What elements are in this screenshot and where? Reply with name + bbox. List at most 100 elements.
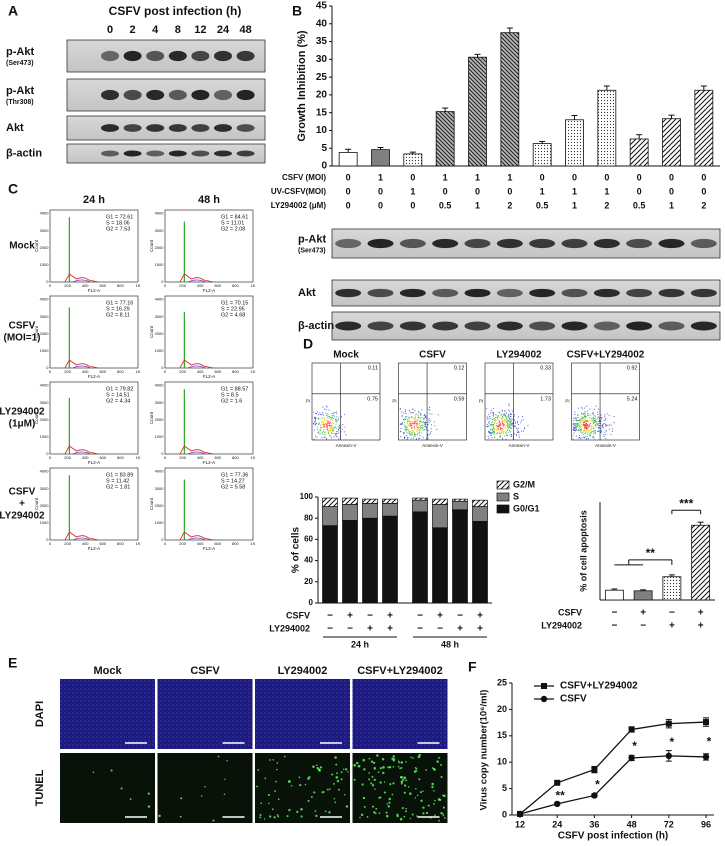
- blot-band: [658, 321, 685, 331]
- micrograph: [157, 679, 253, 749]
- scatter-dot: [578, 419, 580, 421]
- tunel-spot: [92, 771, 95, 774]
- scatter-dot: [492, 407, 494, 409]
- scatter-dot: [613, 422, 615, 424]
- histogram-y-tick: 4000: [40, 469, 50, 474]
- scatter-dot: [410, 431, 412, 433]
- tunel-spot: [372, 805, 375, 808]
- scatter-dot: [586, 437, 588, 439]
- scatter-dot: [326, 421, 328, 423]
- scatter-dot: [585, 425, 587, 427]
- scatter-dot: [517, 422, 518, 424]
- scatter-dot: [317, 418, 319, 420]
- scatter-dot: [601, 417, 603, 419]
- scatter-dot: [504, 415, 506, 417]
- scatter-dot: [409, 421, 411, 423]
- scatter-dot: [405, 425, 407, 427]
- scatter-dot: [328, 409, 330, 411]
- scatter-dot: [504, 410, 506, 412]
- scatter-dot: [489, 433, 491, 435]
- scatter-dot: [492, 429, 493, 431]
- scatter-dot: [583, 419, 585, 421]
- scatter-dot: [319, 424, 321, 426]
- tunel-spot: [397, 760, 400, 763]
- scatter-dot: [508, 428, 510, 430]
- histogram-stat: G1 = 88.57: [221, 386, 248, 392]
- blot-band: [529, 238, 556, 249]
- stacked-segment: [362, 498, 378, 504]
- tunel-spot: [402, 778, 405, 781]
- scatter-dot: [319, 433, 321, 435]
- scatter-dot: [424, 426, 425, 428]
- table-cell: 0.5: [536, 200, 549, 210]
- scatter-dot: [499, 424, 501, 426]
- scatter-dot: [501, 428, 503, 429]
- scatter-dot: [575, 417, 577, 419]
- scatter-dot: [605, 423, 607, 425]
- scatter-dot: [486, 416, 488, 418]
- legend-label: G0/G1: [513, 503, 540, 513]
- scatter-dot: [506, 420, 508, 422]
- table-cell: −: [669, 608, 675, 619]
- scatter-dot: [581, 408, 583, 410]
- histogram-x-tick: 200: [64, 369, 71, 374]
- scatter-dot: [486, 408, 488, 410]
- scatter-dot: [336, 427, 338, 429]
- scatter-dot: [585, 418, 587, 420]
- scatter-dot: [586, 426, 588, 428]
- scatter-dot: [590, 432, 592, 434]
- scatter-dot: [577, 415, 579, 417]
- scatter-dot: [512, 419, 514, 421]
- table-cell: 0: [637, 172, 642, 182]
- lane-label: 2: [130, 24, 136, 36]
- scatter-dot: [503, 425, 505, 426]
- scatter-dot: [522, 419, 524, 421]
- histogram-s-phase: [72, 451, 91, 455]
- scatter-dot: [414, 410, 416, 412]
- scatter-dot: [585, 430, 587, 432]
- scatter-dot: [326, 420, 328, 421]
- scatter-dot: [314, 418, 316, 420]
- bar: [500, 32, 520, 167]
- scatter-dot: [328, 415, 330, 417]
- scatter-dot: [331, 423, 332, 425]
- scatter-dot: [583, 424, 585, 426]
- histogram-x-tick: 600: [99, 541, 106, 546]
- blot-band: [168, 124, 187, 132]
- scatter-dot: [417, 416, 419, 418]
- blot-band: [529, 321, 556, 331]
- scatter-dot: [335, 418, 337, 420]
- quadrant-value: 0.12: [454, 365, 465, 371]
- blot-band: [367, 238, 394, 249]
- table-row-label: CSFV: [558, 607, 582, 617]
- scatter-dot: [314, 424, 316, 426]
- scatter-dot: [419, 434, 421, 436]
- scatter-dot: [324, 426, 326, 428]
- stacked-segment: [322, 506, 338, 526]
- scatter-dot: [428, 422, 430, 423]
- tunel-spot: [387, 805, 390, 808]
- blot-strip: [66, 78, 266, 112]
- row-label: LY294002: [0, 511, 45, 522]
- histogram-y-tick: 4000: [155, 211, 165, 216]
- scatter-dot: [496, 419, 497, 421]
- scatter-dot: [406, 438, 408, 440]
- scatter-dot: [423, 415, 425, 417]
- histogram-x-tick: 1K: [136, 369, 141, 374]
- scatter-dot: [581, 427, 583, 429]
- significance-label: *: [632, 739, 637, 753]
- scatter-dot: [521, 430, 523, 432]
- scatter-dot: [580, 423, 582, 425]
- scatter-dot: [319, 427, 321, 429]
- histogram-x-tick: 600: [214, 369, 221, 374]
- stacked-segment: [472, 521, 488, 604]
- scatter-dot: [322, 421, 324, 423]
- scatter-dot: [578, 423, 580, 424]
- table-cell: −: [327, 611, 333, 622]
- tunel-spot: [288, 808, 291, 812]
- scatter-dot: [497, 428, 499, 430]
- scatter-dot: [498, 426, 500, 428]
- tunel-spot: [363, 768, 366, 771]
- image-column-label: CSFV: [190, 665, 220, 677]
- scatter-dot: [323, 433, 325, 435]
